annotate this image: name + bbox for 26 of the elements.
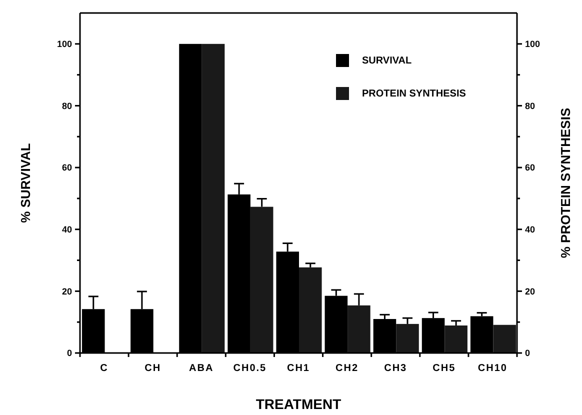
y2-axis-title: % PROTEIN SYNTHESIS bbox=[558, 108, 573, 258]
y2-tick-label: 20 bbox=[525, 286, 536, 296]
y2-tick-label: 40 bbox=[525, 224, 536, 235]
x-tick-label: ABA bbox=[189, 363, 214, 374]
y-tick-label: 80 bbox=[62, 100, 72, 111]
y-tick-label: 100 bbox=[56, 39, 72, 50]
y2-tick-label: 100 bbox=[525, 39, 540, 50]
y-tick-label: 60 bbox=[62, 162, 72, 173]
x-tick-label: CH5 bbox=[432, 363, 456, 374]
x-tick-label: CH bbox=[144, 363, 162, 374]
y-tick-label: 40 bbox=[62, 224, 72, 235]
x-tick-label: CH2 bbox=[336, 363, 359, 374]
x-tick-label: CH1 bbox=[286, 363, 310, 374]
y2-tick-label: 0 bbox=[525, 348, 530, 358]
legend-label: PROTEIN SYNTHESIS bbox=[362, 88, 466, 100]
y2-tick-label: 80 bbox=[525, 100, 536, 111]
x-tick-label: CH10 bbox=[478, 363, 508, 374]
x-axis-title: TREATMENT bbox=[256, 396, 342, 412]
x-tick-label: CH3 bbox=[384, 363, 408, 374]
y-axis-title: % SURVIVAL bbox=[18, 143, 33, 223]
x-tick-label: CH0.5 bbox=[233, 363, 267, 374]
y-tick-label: 20 bbox=[62, 286, 72, 296]
x-tick-label: C bbox=[100, 363, 108, 374]
legend-label: SURVIVAL bbox=[362, 56, 412, 66]
y2-tick-label: 60 bbox=[525, 162, 536, 173]
y-tick-label: 0 bbox=[66, 348, 72, 358]
